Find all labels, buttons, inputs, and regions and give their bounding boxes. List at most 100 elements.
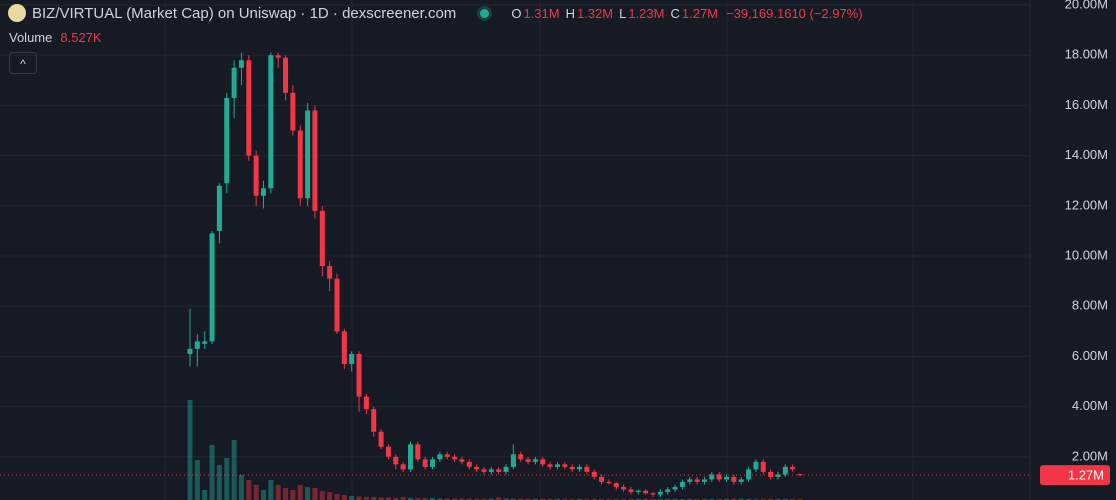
candle-body [694, 479, 700, 482]
candle-body [407, 444, 413, 470]
token-icon [8, 4, 26, 22]
candle-body [430, 459, 436, 467]
candle-body [238, 60, 244, 68]
candle-body [628, 489, 634, 492]
candle-body [341, 331, 347, 364]
volume-bar [657, 498, 663, 500]
candle-body [378, 431, 384, 447]
volume-bar [488, 498, 494, 500]
ohlc-key: L [619, 5, 627, 21]
volume-bar [356, 496, 362, 500]
y-tick-label: 4.00M [1072, 398, 1108, 413]
candle-body [231, 67, 237, 98]
y-tick-label: 16.00M [1065, 97, 1108, 112]
ohlc-value: 1.31M [523, 5, 560, 21]
volume-value: 8.527K [60, 30, 102, 45]
candle-body [224, 97, 230, 184]
volume-bar [415, 498, 421, 500]
volume-bar [202, 490, 208, 500]
volume-bar [459, 498, 465, 500]
candle-body [665, 489, 671, 492]
candle-body [782, 466, 788, 475]
volume-bar [216, 465, 222, 500]
candle-body [312, 110, 318, 211]
volume-bar [224, 458, 230, 500]
volume-legend: Volume 8.527K [9, 30, 102, 45]
y-tick-label: 2.00M [1072, 448, 1108, 463]
candle-body [599, 476, 605, 482]
candle-body [216, 185, 222, 231]
volume-bar [474, 498, 480, 500]
candle-body [481, 469, 487, 472]
candle-body [349, 353, 355, 364]
candle-body [385, 446, 391, 457]
volume-bar [510, 498, 516, 500]
volume-bar [503, 498, 509, 500]
candle-body [400, 464, 406, 470]
candle-body [466, 461, 472, 467]
volume-bar [540, 498, 546, 500]
volume-bar [283, 488, 289, 500]
y-tick-label: 18.00M [1065, 47, 1108, 62]
volume-bar [268, 480, 274, 500]
candle-body [775, 474, 781, 477]
candle-body [650, 493, 656, 495]
y-tick-label: 14.00M [1065, 147, 1108, 162]
change: −39,169.1610 (−2.97%) [726, 5, 863, 21]
candle-body [363, 396, 369, 410]
candle-body [554, 464, 560, 467]
ohlc-key: C [670, 5, 680, 21]
volume-bar [209, 445, 215, 500]
candle-body [672, 486, 678, 490]
candle-body [305, 110, 311, 199]
candle-body [657, 491, 663, 495]
last-price-label: 1.27M [1068, 468, 1104, 483]
candle-body [518, 454, 524, 460]
candle-body [606, 481, 612, 484]
candle-body [187, 348, 193, 354]
candle-body [746, 469, 752, 480]
volume-bar [466, 498, 472, 500]
candle-body [510, 454, 516, 467]
volume-bar [349, 496, 355, 500]
candle-body [474, 466, 480, 470]
candle-body [444, 454, 450, 457]
candle-body [613, 483, 619, 487]
candle-body [562, 464, 568, 467]
volume-bar [481, 498, 487, 500]
volume-bar [562, 498, 568, 500]
candle-body [393, 456, 399, 465]
candle-body [459, 459, 465, 462]
volume-bar [371, 497, 377, 500]
collapse-button[interactable]: ^ [9, 52, 37, 74]
y-tick-label: 6.00M [1072, 348, 1108, 363]
volume-bar [260, 490, 266, 500]
candle-body [709, 474, 715, 480]
candle-body [724, 476, 730, 480]
candle-body [635, 490, 641, 492]
header: BIZ/VIRTUAL (Market Cap) on Uniswap · 1D… [8, 4, 863, 22]
volume-bar [253, 485, 259, 500]
volume-bar [187, 400, 193, 500]
volume-bar [341, 495, 347, 500]
volume-bar [305, 487, 311, 500]
volume-bar [319, 491, 325, 500]
volume-bar [422, 498, 428, 500]
volume-bar [290, 490, 296, 500]
volume-bar [525, 498, 531, 500]
volume-bar [554, 498, 560, 500]
candle-body [437, 454, 443, 460]
volume-bar [547, 498, 553, 500]
volume-bar [297, 485, 303, 500]
candle-body [290, 92, 296, 131]
volume-bar [452, 498, 458, 500]
candle-body [356, 353, 362, 397]
candle-body [753, 461, 759, 470]
volume-bar [312, 488, 318, 500]
ohlc-value: 1.27M [681, 5, 719, 21]
candle-body [547, 464, 553, 467]
candle-body [260, 188, 266, 196]
candle-body [194, 341, 200, 349]
